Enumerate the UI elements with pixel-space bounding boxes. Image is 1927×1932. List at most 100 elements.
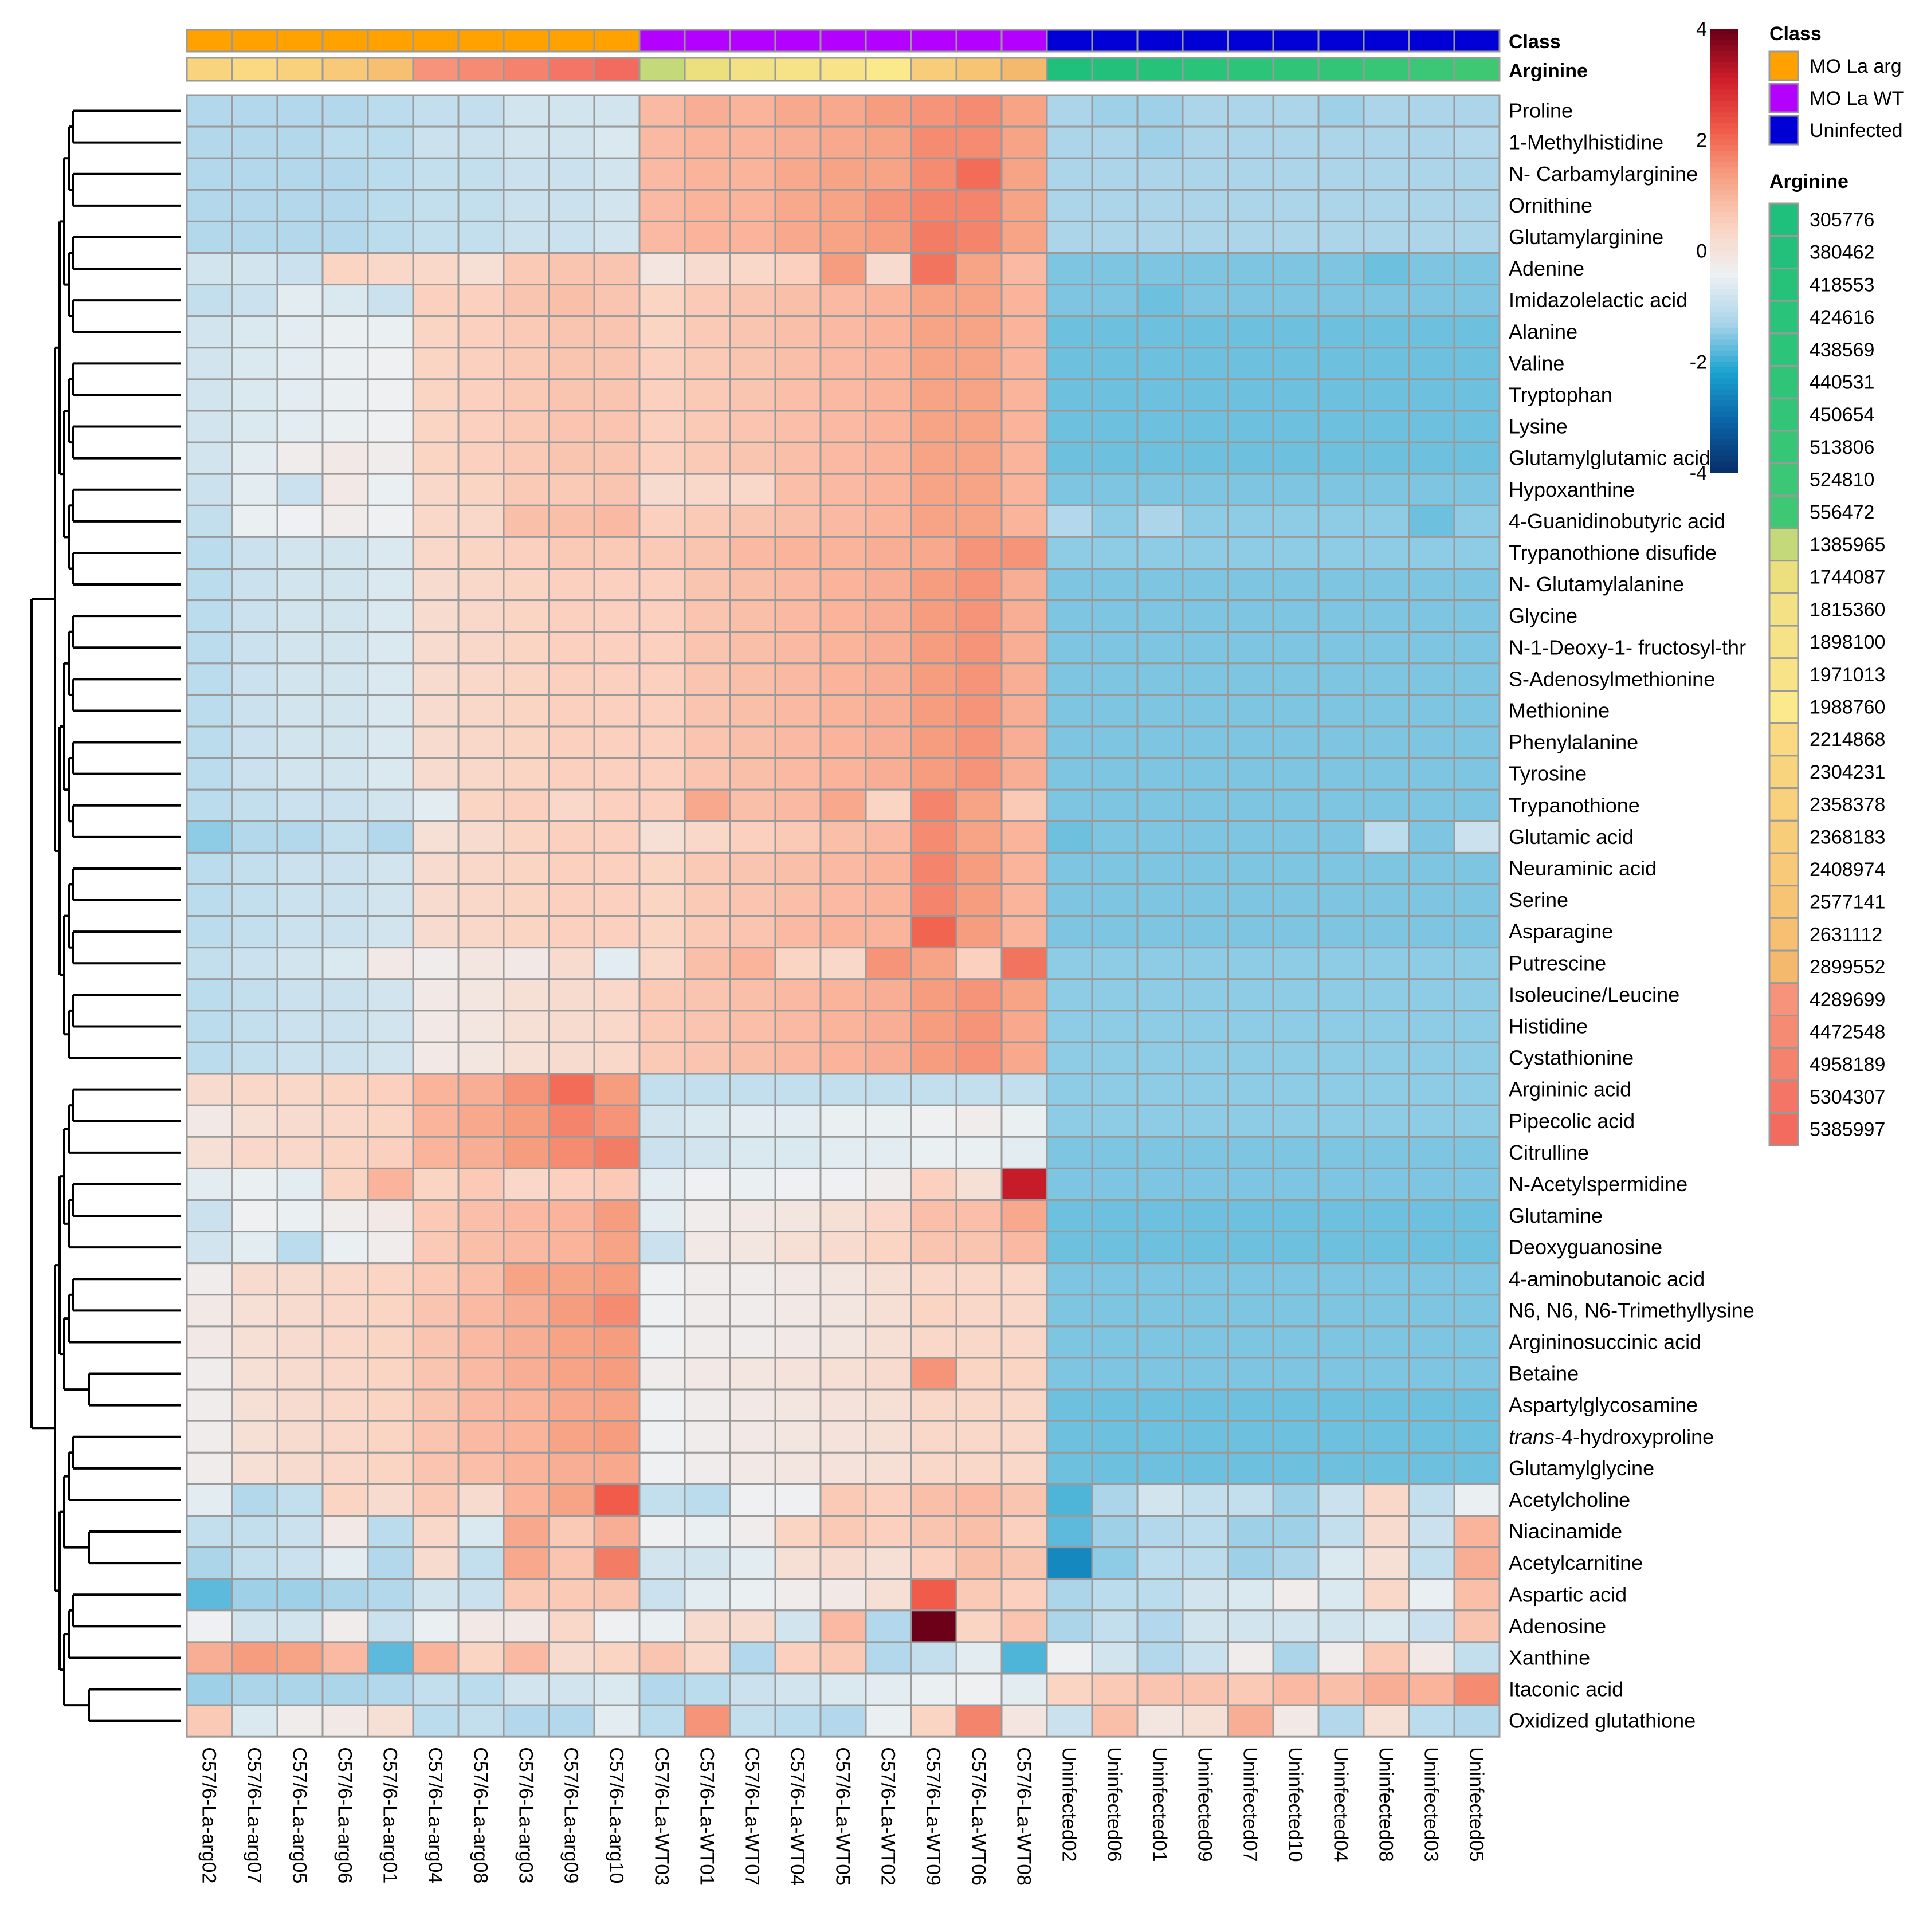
arginine-legend-label: 1971013 xyxy=(1810,664,1885,686)
heatmap-cell xyxy=(321,1010,369,1043)
heatmap-cell xyxy=(503,347,550,380)
color-scale-step xyxy=(1710,40,1738,46)
heatmap-cell xyxy=(910,947,957,980)
column-label: Uninfected05 xyxy=(1466,1747,1488,1862)
heatmap-cell xyxy=(457,220,505,254)
heatmap-cell xyxy=(503,1641,550,1675)
heatmap-cell xyxy=(593,1420,641,1454)
heatmap-cell xyxy=(367,1451,414,1485)
heatmap-cell xyxy=(819,1294,867,1328)
heatmap-cell xyxy=(593,1167,641,1201)
heatmap-cell xyxy=(1408,347,1455,380)
heatmap-cell xyxy=(367,1104,414,1138)
class-cell xyxy=(819,29,867,53)
heatmap-cell xyxy=(1272,189,1320,222)
heatmap-cell xyxy=(231,189,278,222)
color-scale-step xyxy=(1710,228,1738,235)
heatmap-cell xyxy=(412,725,460,759)
heatmap-cell xyxy=(548,378,595,412)
heatmap-cell xyxy=(367,252,414,286)
heatmap-cell xyxy=(231,788,278,822)
heatmap-cell xyxy=(1182,94,1229,128)
arginine-cell xyxy=(729,57,776,82)
heatmap-cell xyxy=(1408,125,1455,159)
heatmap-cell xyxy=(1227,1073,1274,1106)
heatmap-cell xyxy=(593,1262,641,1296)
heatmap-cell xyxy=(593,1136,641,1169)
heatmap-cell xyxy=(231,725,278,759)
heatmap-cell xyxy=(593,94,641,128)
heatmap-cell xyxy=(910,536,957,570)
heatmap-cell xyxy=(1000,410,1048,443)
color-scale-step xyxy=(1710,223,1738,229)
heatmap-cell xyxy=(1453,1578,1501,1612)
heatmap-cell xyxy=(1272,1167,1320,1201)
heatmap-cell xyxy=(729,284,776,317)
heatmap-cell xyxy=(1408,1136,1455,1169)
heatmap-cell xyxy=(1227,347,1274,380)
heatmap-cell xyxy=(231,378,278,412)
heatmap-cell xyxy=(321,1325,369,1359)
color-scale-step xyxy=(1710,261,1738,268)
heatmap-cell xyxy=(729,915,776,949)
heatmap-cell xyxy=(1182,947,1229,980)
heatmap-cell xyxy=(774,978,822,1012)
heatmap-cell xyxy=(1000,1451,1048,1485)
heatmap-cell xyxy=(819,125,867,159)
heatmap-cell xyxy=(593,189,641,222)
heatmap-cell xyxy=(1317,1104,1365,1138)
heatmap-cell xyxy=(231,1073,278,1106)
heatmap-cell xyxy=(774,473,822,506)
heatmap-cell xyxy=(1182,1199,1229,1233)
heatmap-cell xyxy=(774,1704,822,1738)
heatmap-cell xyxy=(1091,978,1139,1012)
heatmap-cell xyxy=(593,1231,641,1265)
heatmap-cell xyxy=(186,978,233,1012)
heatmap-cell xyxy=(684,1483,731,1517)
arginine-legend-swatch xyxy=(1768,917,1799,952)
heatmap-cell xyxy=(819,631,867,665)
arginine-legend-swatch xyxy=(1768,852,1799,887)
heatmap-cell xyxy=(684,1420,731,1454)
heatmap-cell xyxy=(593,599,641,633)
heatmap-cell xyxy=(457,1420,505,1454)
heatmap-cell xyxy=(729,947,776,980)
heatmap-cell xyxy=(774,851,822,886)
heatmap-cell xyxy=(910,1641,957,1675)
heatmap-cell xyxy=(955,1262,1003,1296)
heatmap-cell xyxy=(729,662,776,696)
column-label: C57/6-La-arg10 xyxy=(606,1747,627,1883)
heatmap-cell xyxy=(819,947,867,980)
heatmap-cell xyxy=(276,1136,324,1169)
heatmap-cell xyxy=(638,978,686,1012)
heatmap-cell xyxy=(276,536,324,570)
arginine-legend-swatch xyxy=(1768,885,1799,919)
heatmap-cell xyxy=(955,1704,1003,1738)
heatmap-cell xyxy=(1453,378,1501,412)
heatmap-cell xyxy=(457,1262,505,1296)
color-scale-step xyxy=(1710,267,1738,274)
arginine-legend-swatch xyxy=(1768,592,1799,627)
heatmap-cell xyxy=(321,599,369,633)
heatmap-cell xyxy=(503,473,550,506)
heatmap-cell xyxy=(321,1104,369,1138)
heatmap-cell xyxy=(819,820,867,854)
heatmap-cell xyxy=(367,1357,414,1391)
heatmap-cell xyxy=(1046,1010,1093,1043)
arginine-legend-label: 2214868 xyxy=(1810,729,1885,751)
heatmap-cell xyxy=(729,1231,776,1265)
heatmap-cell xyxy=(684,220,731,254)
color-scale-step xyxy=(1710,95,1738,101)
row-label: Argininic acid xyxy=(1509,1078,1631,1101)
color-scale-step xyxy=(1710,206,1738,213)
heatmap-cell xyxy=(503,220,550,254)
class-cell xyxy=(1091,29,1139,53)
heatmap-cell xyxy=(412,284,460,317)
heatmap-cell xyxy=(865,504,912,538)
heatmap-cell xyxy=(684,1167,731,1201)
arginine-legend-label: 1744087 xyxy=(1810,567,1885,588)
heatmap-cell xyxy=(1408,1231,1455,1265)
heatmap-cell xyxy=(865,1294,912,1328)
color-scale-step xyxy=(1710,256,1738,262)
